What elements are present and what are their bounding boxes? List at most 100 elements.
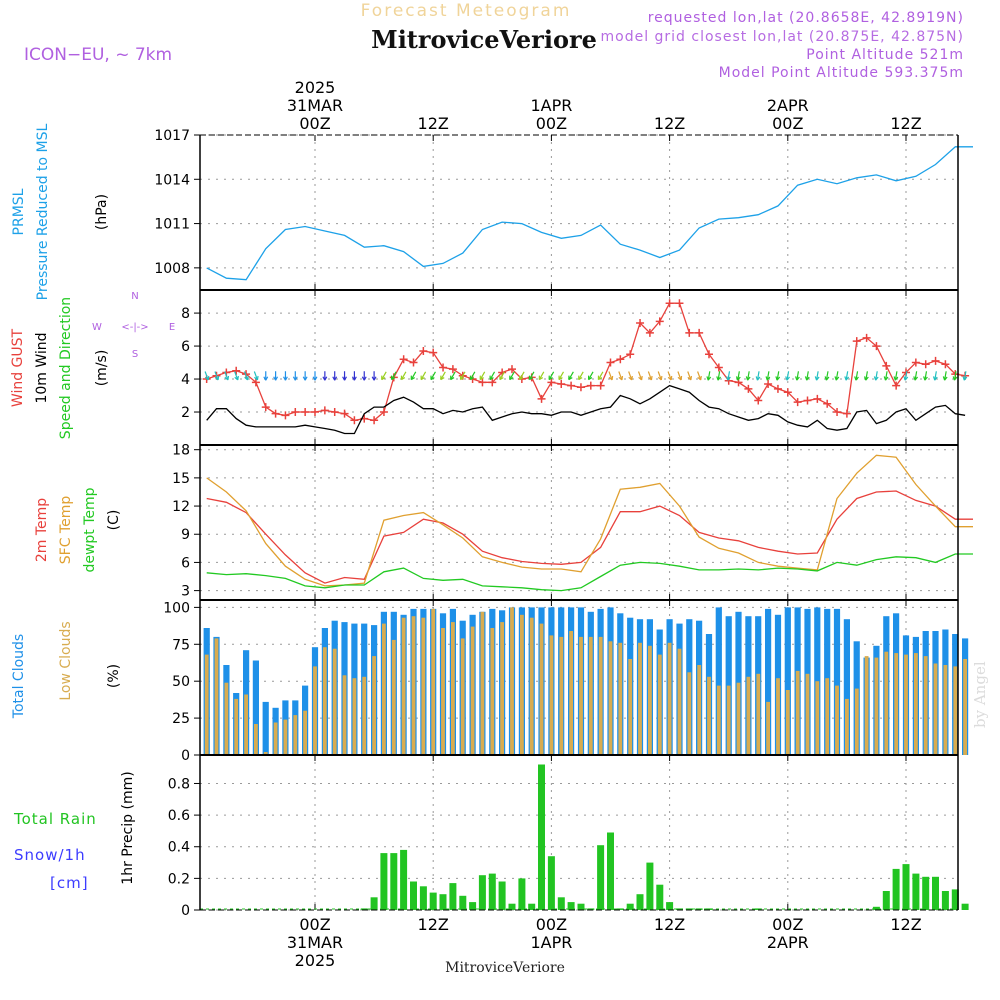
cloud-bar — [401, 617, 406, 755]
rain-bar — [705, 908, 713, 910]
wind-arrow-shaft — [479, 371, 486, 380]
wind-label-dir: Speed and Direction — [58, 297, 74, 439]
cloud-bar — [943, 665, 948, 755]
cloud-bar — [214, 638, 219, 755]
wind-arrow — [558, 371, 565, 381]
top-time-label: 2APR — [767, 96, 809, 115]
wind-arrow-head — [499, 375, 504, 381]
wind-arrow — [322, 371, 328, 381]
cloud-bar — [648, 645, 652, 755]
wind-arrow — [765, 371, 771, 381]
y-tick-label: 0.4 — [168, 840, 190, 856]
wind-arrow-head — [371, 376, 377, 381]
wind-arrow-shaft — [647, 371, 653, 381]
rain-bar — [538, 764, 545, 910]
wind-arrow-shaft — [845, 371, 849, 381]
cloud-bar — [263, 752, 268, 755]
wind-arrow — [273, 371, 279, 381]
temp-label-2m: 2m Temp — [34, 498, 50, 562]
cloud-bar — [529, 617, 534, 755]
gust-marker — [636, 318, 645, 327]
wind-arrow-shaft — [825, 371, 829, 381]
gust-marker — [586, 381, 595, 390]
rain-bar — [695, 908, 703, 910]
gust-marker — [576, 383, 585, 392]
gust-marker — [281, 411, 290, 420]
wind-arrow-shaft — [400, 371, 407, 380]
wind-arrow — [361, 371, 367, 381]
cloud-bar — [224, 682, 229, 755]
compass-arrows: <-|-> — [121, 322, 148, 333]
gust-marker — [547, 378, 556, 387]
cloud-bar — [362, 676, 367, 755]
wind-arrow-head — [903, 376, 909, 381]
cloud-bar — [843, 619, 850, 755]
rain-bar — [439, 894, 447, 910]
cloud-bar — [923, 656, 928, 755]
compass-n: N — [131, 291, 138, 302]
wind-arrow — [745, 371, 751, 381]
wind-arrow — [204, 371, 210, 381]
wind-arrow-shaft — [528, 371, 535, 380]
wind-arrow-shaft — [756, 371, 760, 381]
cloud-bar — [874, 657, 879, 755]
gust-marker — [842, 409, 851, 418]
wind-arrow-head — [726, 376, 731, 381]
gust-marker — [911, 358, 920, 367]
cloud-bar — [559, 636, 564, 755]
cloud-bar — [657, 654, 662, 755]
wind-arrow-head — [873, 376, 879, 381]
rain-bar — [459, 895, 467, 910]
top-time-label: 00Z — [299, 114, 330, 133]
gust-marker — [665, 299, 674, 308]
cloud-bar — [715, 607, 722, 755]
cloud-bar — [914, 653, 918, 755]
cloud-label-total: Total Clouds — [11, 634, 27, 719]
wind-arrow — [923, 371, 928, 381]
rain-bar — [528, 903, 536, 910]
cloud-bar — [539, 623, 544, 755]
panel-wind: 2 4 6 8 — [181, 289, 970, 445]
cloud-bar — [569, 631, 573, 755]
wind-arrow-shaft — [489, 371, 496, 380]
series-wind-gust — [202, 299, 970, 425]
series-line — [206, 146, 973, 281]
wind-arrow — [785, 371, 790, 381]
gust-marker — [399, 355, 408, 364]
cloud-bar — [815, 681, 820, 755]
y-tick-label: 6 — [181, 555, 190, 571]
wind-arrow — [706, 371, 712, 381]
rain-bar — [567, 902, 575, 910]
wind-arrow-shaft — [815, 371, 819, 381]
wind-arrow — [952, 371, 958, 381]
cloud-bar — [510, 607, 514, 755]
wind-arrow — [795, 371, 800, 381]
top-time-label: 12Z — [890, 114, 921, 133]
gust-marker — [320, 406, 329, 415]
gust-marker — [813, 394, 822, 403]
wind-arrow-head — [322, 376, 328, 381]
rain-bar — [370, 897, 378, 910]
wind-arrow-head — [440, 375, 445, 381]
temp-unit: (C) — [106, 510, 122, 531]
bottom-time-label: 12Z — [890, 915, 921, 934]
wind-arrow-shaft — [391, 371, 397, 380]
wind-arrow-shaft — [509, 371, 515, 380]
cloud-bar — [372, 656, 376, 755]
wind-arrow-head — [775, 376, 781, 381]
gust-marker — [685, 328, 694, 337]
wind-arrow — [597, 371, 604, 381]
gust-marker — [655, 317, 664, 326]
wind-arrow — [755, 371, 761, 381]
wind-arrow-shaft — [608, 371, 613, 381]
wind-arrow — [459, 371, 466, 381]
y-tick-label: 12 — [172, 499, 190, 515]
rain-bar — [508, 903, 516, 910]
wind-arrow-head — [273, 376, 279, 381]
y-tick-label: 9 — [181, 527, 190, 543]
cloud-bar — [579, 636, 583, 755]
gust-marker — [744, 384, 753, 393]
wind-arrow-shaft — [657, 371, 662, 381]
gust-marker — [508, 365, 516, 374]
bottom-time-label: 31MAR — [287, 933, 343, 952]
